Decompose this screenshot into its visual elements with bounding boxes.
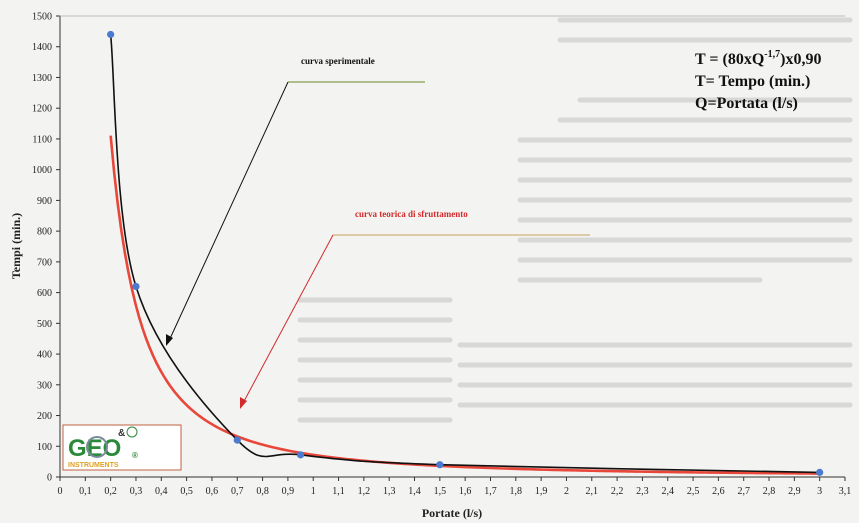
x-tick-label: 1,6: [459, 486, 472, 497]
theoretical-curve-label: curva teorica di sfruttamento: [355, 209, 468, 219]
x-tick-label: 1,9: [535, 486, 548, 497]
x-tick-label: 0,5: [180, 486, 193, 497]
x-tick-label: 1,7: [484, 486, 497, 497]
y-tick-label: 1400: [32, 42, 52, 53]
x-tick-label: 1: [311, 486, 316, 497]
formula-line-2: T= Tempo (min.): [695, 73, 810, 90]
x-tick-label: 1,3: [383, 486, 396, 497]
y-tick-label: 1000: [32, 165, 52, 176]
x-tick-label: 1,5: [434, 486, 447, 497]
experimental-arrow-head: [166, 334, 173, 346]
y-tick-label: 1500: [32, 12, 52, 23]
x-tick-label: 1,1: [332, 486, 345, 497]
x-tick-label: 0,1: [79, 486, 92, 497]
y-tick-label: 600: [37, 288, 52, 299]
theoretical-arrow-head: [240, 397, 247, 409]
x-tick-label: 1,4: [408, 486, 421, 497]
x-tick-label: 1,2: [358, 486, 371, 497]
experimental-point: [436, 461, 444, 469]
x-tick-label: 0,9: [282, 486, 295, 497]
x-tick-label: 0,3: [130, 486, 143, 497]
x-tick-label: 2,3: [636, 486, 649, 497]
x-tick-label: 2,8: [763, 486, 776, 497]
y-tick-label: 0: [47, 473, 52, 484]
experimental-curve-label: curva sperimentale: [301, 56, 375, 66]
x-tick-label: 0,8: [256, 486, 269, 497]
experimental-arrow-line: [167, 81, 289, 344]
x-tick-label: 2,6: [712, 486, 725, 497]
x-tick-label: 2,5: [687, 486, 700, 497]
experimental-point: [132, 282, 140, 291]
y-axis-ticks: 0 100 200 300 400 500 600 700 800 900 1000 1100 1200…: [32, 12, 60, 484]
x-tick-label: 2,4: [661, 486, 674, 497]
svg-text:&: &: [118, 428, 125, 439]
x-tick-label: 2: [564, 486, 569, 497]
formula-line-3: Q=Portata (l/s): [695, 95, 798, 112]
experimental-point: [107, 30, 115, 39]
x-tick-label: 2,1: [586, 486, 599, 497]
svg-text:®: ®: [132, 451, 138, 460]
experimental-points: [107, 30, 824, 476]
svg-text:INSTRUMENTS: INSTRUMENTS: [68, 462, 119, 469]
x-tick-label: 0,4: [155, 486, 168, 497]
x-tick-label: 0,6: [206, 486, 219, 497]
x-tick-label: 2,2: [611, 486, 624, 497]
x-tick-label: 1,8: [510, 486, 523, 497]
theoretical-arrow-line: [241, 234, 334, 406]
formula-line-1: T = (80xQ-1,7)x0,90: [695, 49, 821, 68]
x-axis-title: Portate (l/s): [422, 506, 482, 520]
experimental-point: [233, 436, 241, 444]
svg-text:GEO: GEO: [68, 435, 121, 462]
y-tick-label: 800: [37, 227, 52, 238]
geo-instruments-logo: GEO & ® INSTRUMENTS: [62, 424, 182, 471]
y-tick-label: 200: [37, 411, 52, 422]
theoretical-curve-line: [109, 135, 820, 475]
y-tick-label: 1100: [32, 134, 52, 145]
y-tick-label: 900: [37, 196, 52, 207]
x-tick-label: 2,7: [737, 486, 750, 497]
y-tick-label: 1300: [32, 73, 52, 84]
x-axis-ticks: 0 0,1 0,2 0,3 0,4 0,5 0,6 0,7 0,8 0,9 1 1,1 1,2 1,3 1,…: [58, 477, 852, 497]
x-tick-label: 3: [817, 486, 822, 497]
experimental-curve-line: [109, 34, 820, 474]
y-tick-label: 100: [37, 442, 52, 453]
x-tick-label: 3,1: [839, 486, 852, 497]
x-tick-label: 2,9: [788, 486, 801, 497]
y-tick-label: 300: [37, 380, 52, 391]
x-tick-label: 0,7: [231, 486, 244, 497]
y-axis-title: Tempi (min.): [9, 213, 23, 279]
experimental-point: [296, 451, 305, 459]
x-tick-label: 0: [58, 486, 63, 497]
x-tick-label: 0,2: [104, 486, 117, 497]
background-text-texture: [297, 17, 853, 423]
y-tick-label: 1200: [32, 104, 52, 115]
experimental-point: [816, 468, 824, 476]
y-tick-label: 700: [37, 257, 52, 268]
y-tick-label: 500: [37, 319, 52, 330]
y-tick-label: 400: [37, 350, 52, 361]
